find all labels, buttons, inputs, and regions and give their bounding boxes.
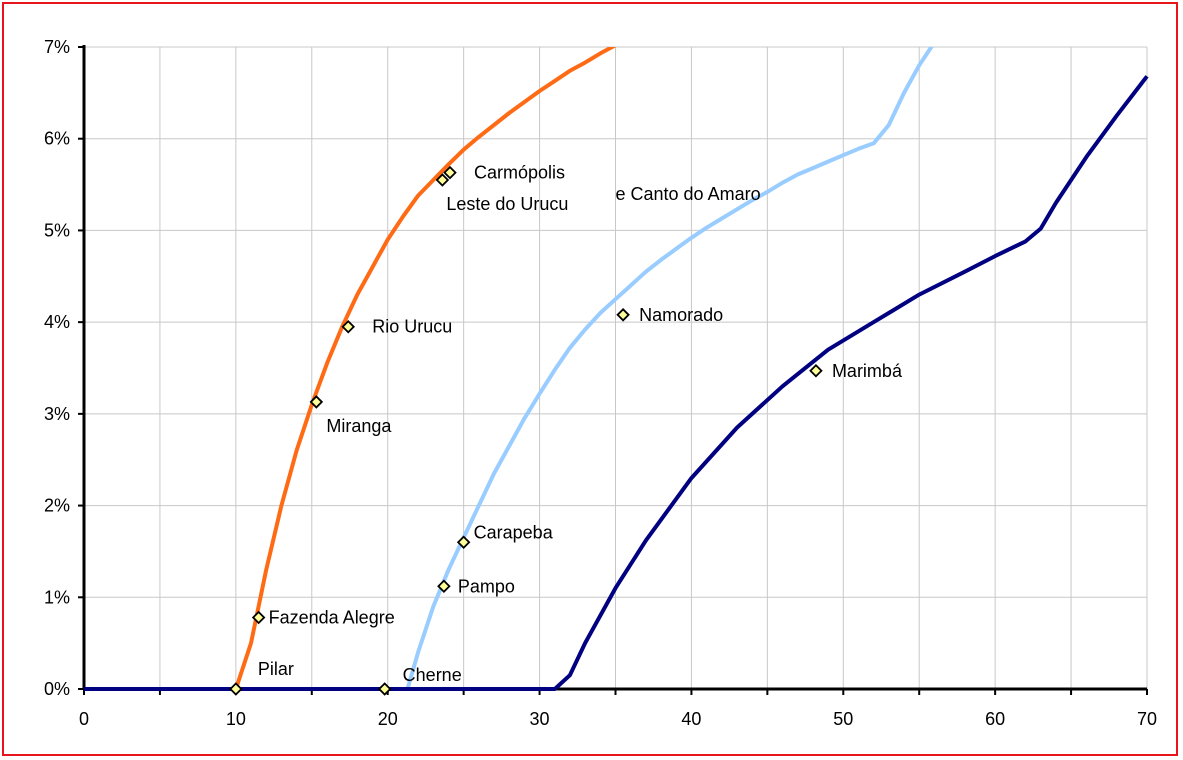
marker-pilar bbox=[229, 682, 243, 696]
y-tick-label: 4% bbox=[44, 312, 70, 332]
marker-fazenda-alegre bbox=[251, 610, 266, 625]
data-label-marimb-: Marimbá bbox=[832, 361, 903, 381]
series-line-2 bbox=[84, 47, 934, 691]
y-tick-label: 6% bbox=[44, 129, 70, 149]
data-label-miranga: Miranga bbox=[326, 416, 392, 436]
data-label-leste-do-urucu: Leste do Urucu bbox=[446, 194, 568, 214]
y-tick-label: 1% bbox=[44, 587, 70, 607]
data-label-carapeba: Carapeba bbox=[474, 522, 554, 542]
x-tick-label: 70 bbox=[1137, 709, 1157, 729]
y-tick-label: 5% bbox=[44, 220, 70, 240]
series-line-1 bbox=[84, 47, 617, 691]
marker-miranga bbox=[309, 395, 324, 409]
marker-namorado bbox=[616, 308, 630, 322]
data-label-rio-urucu: Rio Urucu bbox=[372, 317, 452, 337]
x-tick-label: 20 bbox=[378, 709, 398, 729]
x-tick-label: 40 bbox=[681, 709, 701, 729]
marker-pampo bbox=[437, 579, 451, 594]
marker-rio-urucu bbox=[341, 319, 356, 334]
x-tick-label: 60 bbox=[985, 709, 1005, 729]
series-line-3 bbox=[84, 75, 1149, 691]
x-tick-label: 0 bbox=[79, 709, 89, 729]
data-label-cherne: Cherne bbox=[403, 665, 462, 685]
marker-cherne bbox=[377, 682, 392, 696]
data-label-namorado: Namorado bbox=[639, 305, 723, 325]
data-label-pilar: Pilar bbox=[258, 659, 294, 679]
marker-marimb- bbox=[809, 363, 823, 378]
y-tick-label: 7% bbox=[44, 37, 70, 57]
x-tick-label: 10 bbox=[226, 709, 246, 729]
y-tick-label: 3% bbox=[44, 404, 70, 424]
data-label-carm-polis: Carmópolis bbox=[474, 163, 565, 183]
chart: 0 10 20 30 40 50 60 70 0% 1% 2% 3% 4% 5% 6% 7% Pilar Faze… bbox=[44, 37, 1157, 729]
data-label-pampo: Pampo bbox=[458, 576, 515, 596]
data-label-fazenda-alegre: Fazenda Alegre bbox=[269, 607, 395, 627]
marker-carapeba bbox=[456, 535, 471, 550]
y-tick-label: 0% bbox=[44, 679, 70, 699]
x-tick-label: 50 bbox=[833, 709, 853, 729]
x-tick-label: 30 bbox=[530, 709, 550, 729]
y-tick-label: 2% bbox=[44, 496, 70, 516]
marker-carm-polis bbox=[443, 165, 457, 180]
annotation-label: e Canto do Amaro bbox=[616, 184, 761, 204]
marker-leste-do-urucu bbox=[435, 173, 450, 187]
